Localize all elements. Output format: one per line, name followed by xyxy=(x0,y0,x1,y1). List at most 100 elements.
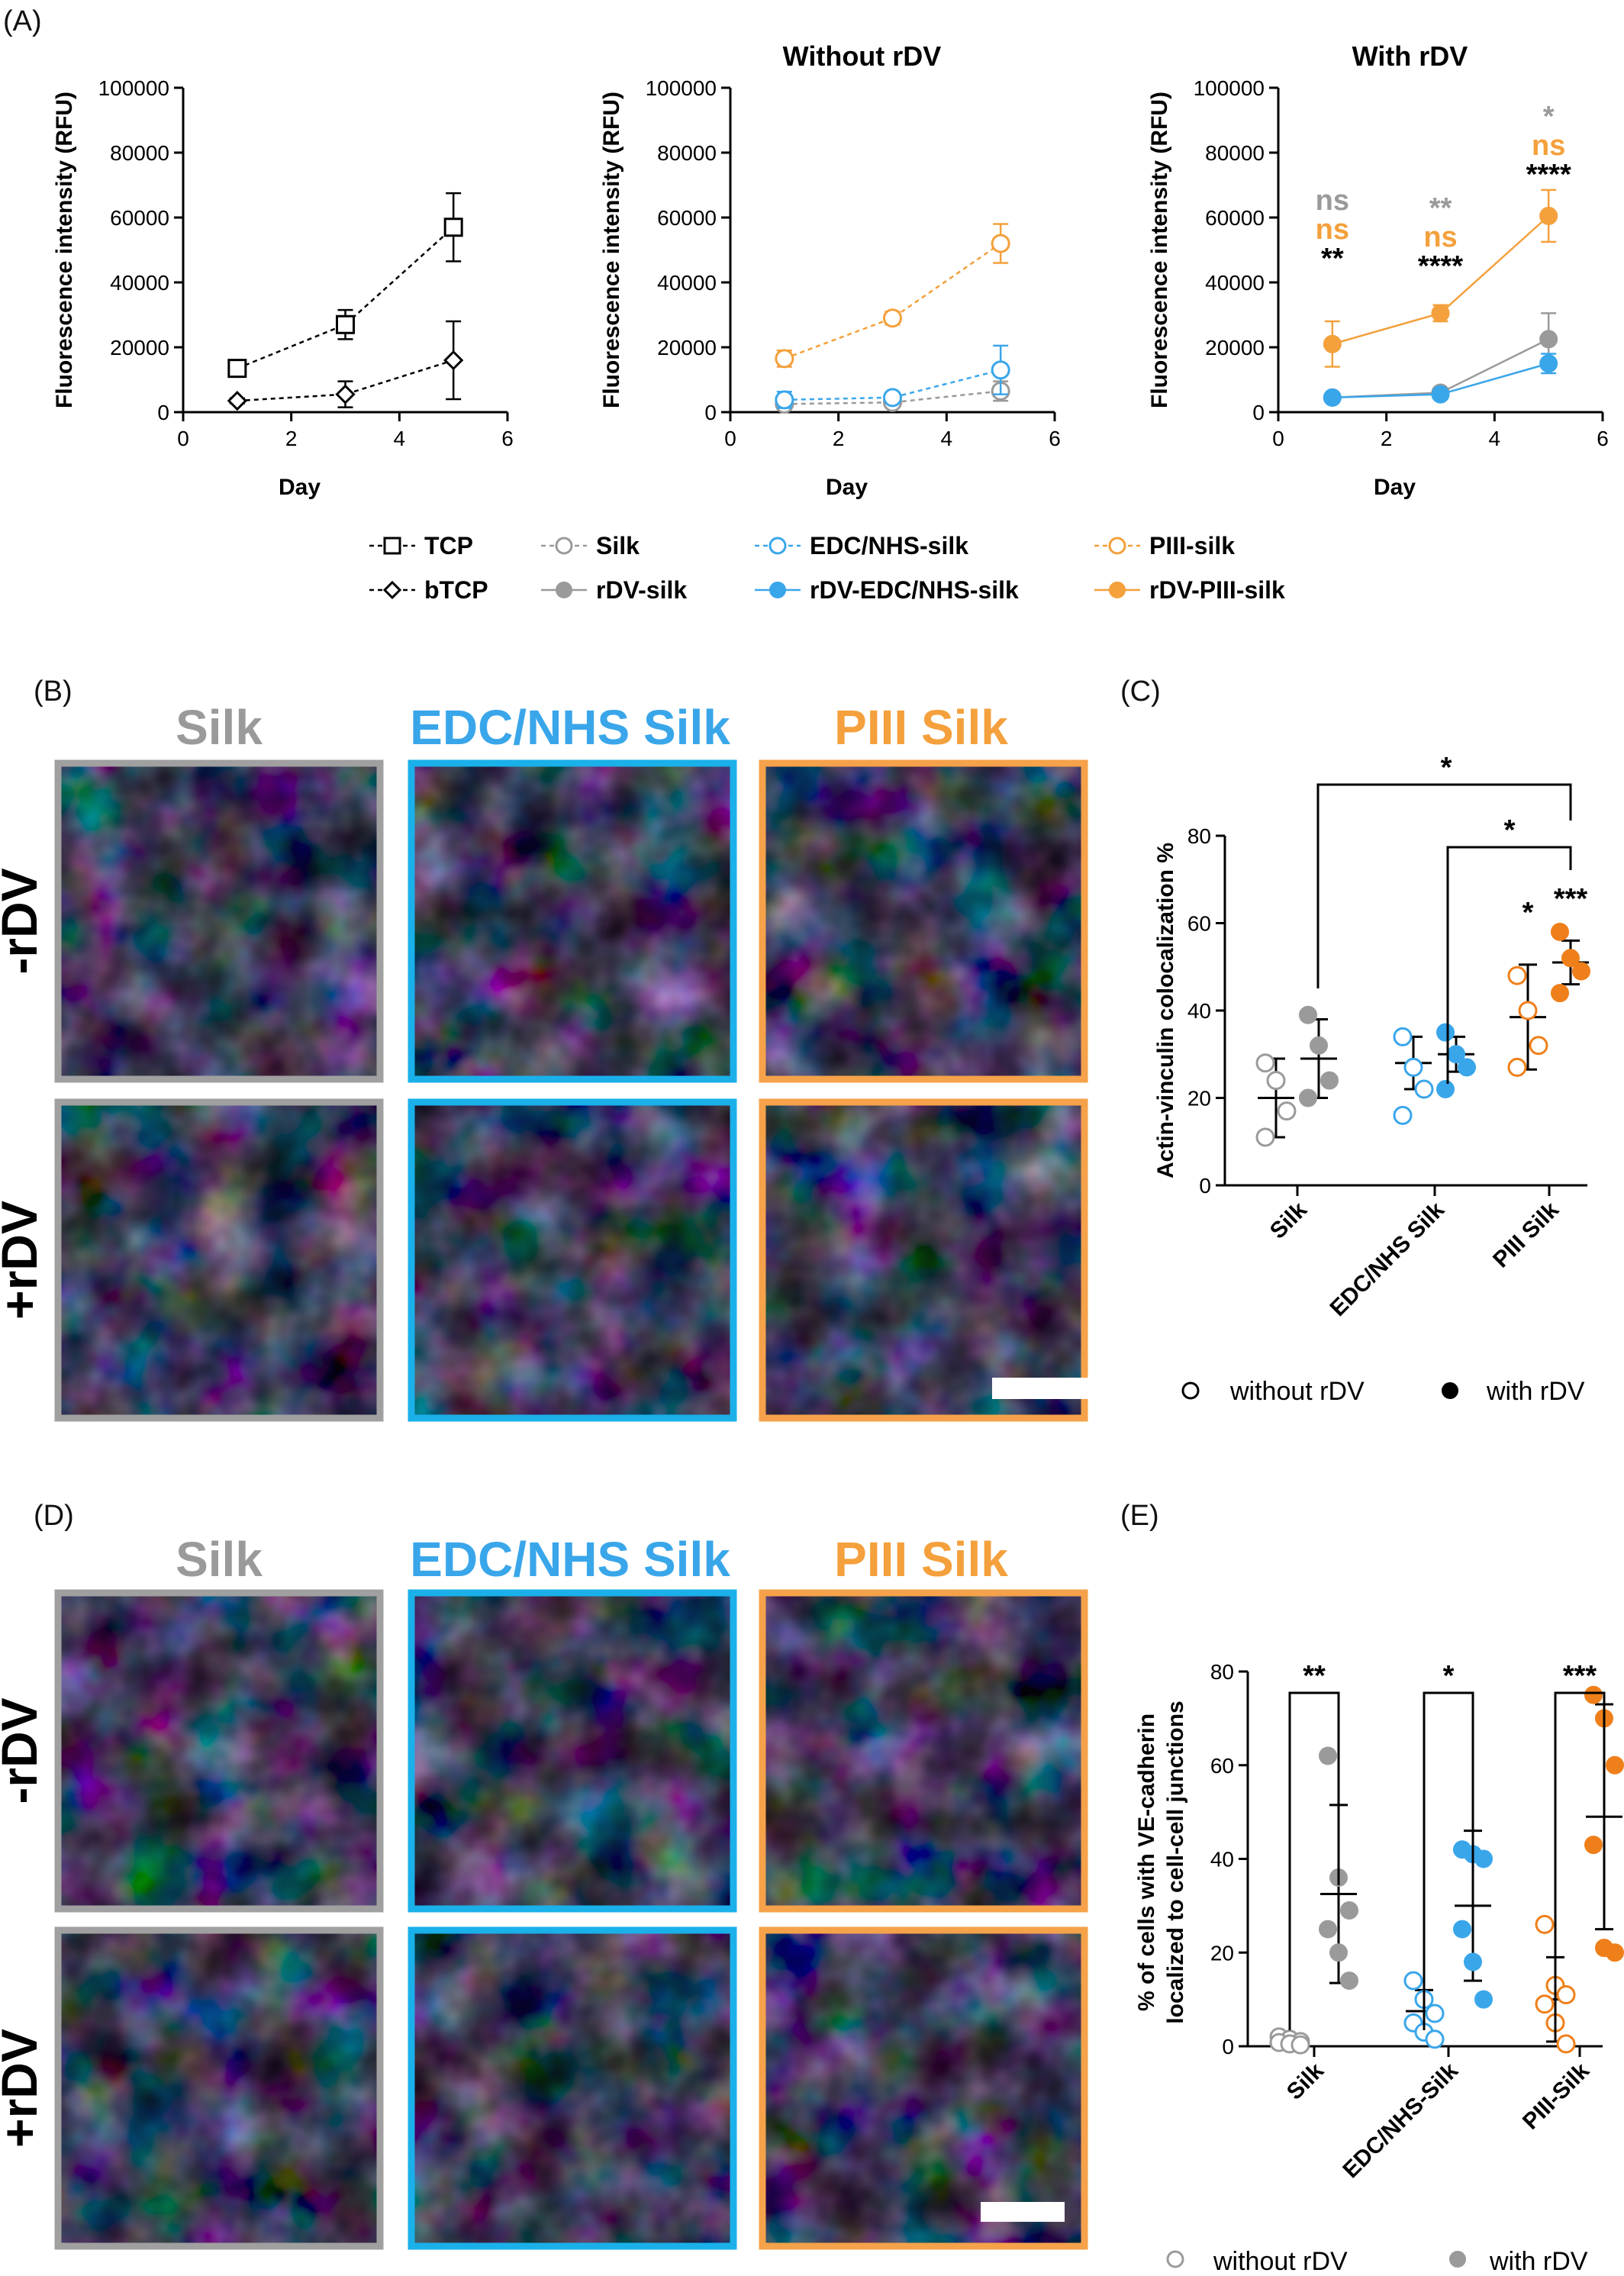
significance-bracket-top xyxy=(1316,783,1572,988)
significance-label: * xyxy=(1522,897,1534,929)
group-edc-nhs-silk-without-rdv xyxy=(1403,1971,1445,2049)
data-point xyxy=(1299,1088,1317,1107)
legend-label: without rDV xyxy=(1229,1377,1365,1406)
x-tick-label-silk: Silk xyxy=(1265,1197,1312,1243)
data-point xyxy=(1535,1994,1555,2014)
legend-marker xyxy=(1109,582,1126,598)
legend-item-btcp: bTCP xyxy=(369,576,488,604)
micrograph-frame xyxy=(759,759,1088,1083)
data-point xyxy=(1464,1952,1482,1971)
data-point xyxy=(1320,1071,1339,1090)
data-point xyxy=(1551,984,1569,1003)
data-point xyxy=(1255,1053,1275,1073)
micrograph-rdv-piii-silk xyxy=(759,1589,1088,1913)
micrograph-rdv-edc-nhs-silk xyxy=(408,759,737,1083)
x-tick-label: 0 xyxy=(177,427,189,450)
y-tick-label: 0 xyxy=(1199,1174,1211,1198)
micrograph-frame xyxy=(759,1589,1088,1913)
data-point xyxy=(1584,1836,1603,1855)
micrograph-rdv-silk xyxy=(54,1098,384,1422)
micrograph-texture xyxy=(59,1931,379,2245)
legend-marker xyxy=(383,537,401,555)
group-silk-with-rdv xyxy=(1299,1005,1339,1107)
legend-item-rdv-edc-nhs-silk: rDV-EDC/NHS-silk xyxy=(755,576,1019,604)
series-rdv-edc-nhs-silk xyxy=(1323,353,1558,407)
series-btcp xyxy=(227,320,464,411)
y-tick-label: 80000 xyxy=(110,141,169,165)
legend-label: rDV-EDC/NHS-silk xyxy=(810,576,1019,604)
panel-c: 0 20 40 60 80 Silk EDC/NHS Silk PIII Silk Actin-… xyxy=(1153,752,1590,1406)
significance-bracket xyxy=(1554,1691,1606,2034)
data-point xyxy=(1403,1971,1423,1991)
data-point xyxy=(1551,922,1569,941)
group-silk-with-rdv xyxy=(1319,1746,1358,1991)
panel-label-c: (C) xyxy=(1120,675,1161,708)
data-point xyxy=(335,384,356,405)
data-point xyxy=(1584,1685,1603,1704)
micrograph-texture xyxy=(763,1594,1084,1908)
legend-label: EDC/NHS-silk xyxy=(810,532,968,559)
legend-label: with rDV xyxy=(1486,1377,1585,1406)
micrograph-texture xyxy=(412,764,733,1078)
data-point xyxy=(1393,1027,1413,1046)
panel-a-chart-3: 0 20000 40000 60000 80000 100000 0 2 4 6 Day Fluore… xyxy=(1147,40,1609,500)
micrograph-rdv-edc-nhs-silk xyxy=(408,1098,737,1422)
significance-label: * xyxy=(1441,752,1452,784)
micrograph-rdv-piii-silk xyxy=(759,759,1088,1083)
x-tick-label: 0 xyxy=(1272,427,1284,450)
data-point xyxy=(1529,1036,1548,1056)
x-tick-label: 0 xyxy=(724,427,736,450)
data-point xyxy=(775,349,794,369)
significance-label: **** xyxy=(1526,159,1571,191)
y-axis-label: Fluorescence intensity (RFU) xyxy=(599,92,624,408)
data-point xyxy=(1431,304,1450,323)
data-point xyxy=(1323,388,1342,407)
significance-label: ns xyxy=(1423,221,1457,253)
micrograph-rdv-silk xyxy=(54,759,384,1083)
group-edc-nhs-silk-with-rdv xyxy=(1453,1830,1493,2009)
legend-item-rdv-piii-silk: rDV-PIII-silk xyxy=(1094,576,1285,604)
data-point xyxy=(1340,1901,1358,1920)
data-point xyxy=(1255,1127,1275,1147)
y-tick-label: 20 xyxy=(1187,1087,1211,1111)
column-title-silk: Silk xyxy=(176,1532,263,1587)
data-point xyxy=(1310,1036,1328,1055)
data-point xyxy=(1403,1057,1423,1077)
series-line xyxy=(784,369,1001,401)
y-tick-label: 0 xyxy=(704,401,717,424)
micrograph-frame xyxy=(759,1098,1088,1422)
panel-a-chart-2: 0 20000 40000 60000 80000 100000 0 2 4 6 Day Fluore… xyxy=(599,40,1061,500)
micrograph-frame xyxy=(408,1098,737,1422)
y-tick-label: 40000 xyxy=(1205,271,1265,295)
significance-bracket-mid xyxy=(1446,846,1572,1084)
panel-a-legend: TCP bTCP Silk rDV-silk EDC/NHS-silk rDV-EDC/N… xyxy=(369,532,1285,604)
chart-title: With rDV xyxy=(1352,40,1468,72)
column-title-piii-silk: PIII Silk xyxy=(834,700,1008,755)
group-edc-nhs-silk-with-rdv xyxy=(1436,1023,1476,1099)
panel-a-chart-1: 0 20000 40000 60000 80000 100000 0 2 4 6 Day Fluore… xyxy=(52,76,514,500)
panel-e-legend: without rDV with rDV xyxy=(1166,2247,1588,2276)
data-point xyxy=(1572,962,1590,981)
significance-label: ** xyxy=(1303,1660,1326,1692)
legend-item-piii-silk: PIII-silk xyxy=(1094,532,1235,559)
row-label-rdv: -rDV xyxy=(0,868,47,974)
micrograph-texture xyxy=(59,764,379,1078)
legend-marker xyxy=(1449,2251,1466,2268)
x-tick-label: 2 xyxy=(833,427,845,450)
micrograph-frame xyxy=(408,1926,737,2250)
data-point xyxy=(443,350,464,371)
x-tick-label: 6 xyxy=(1597,427,1609,450)
y-tick-label: 0 xyxy=(1222,2035,1234,2058)
panel-label-e: (E) xyxy=(1120,1500,1159,1532)
data-point xyxy=(1556,1984,1576,2004)
data-point xyxy=(443,218,463,237)
panel-label-d: (D) xyxy=(34,1500,74,1532)
data-point xyxy=(1425,2004,1445,2023)
significance-label: ns xyxy=(1532,130,1565,162)
x-tick-label: 4 xyxy=(941,427,953,450)
data-point xyxy=(1474,1849,1493,1868)
series-line xyxy=(237,359,454,402)
micrograph-frame xyxy=(759,1926,1088,2250)
data-point xyxy=(1299,1005,1317,1024)
